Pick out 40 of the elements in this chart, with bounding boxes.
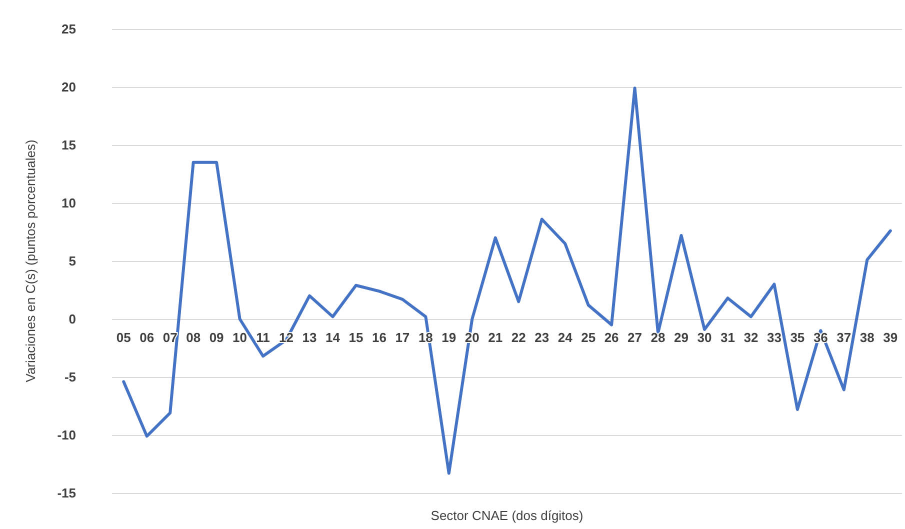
x-tick-label: 10 (232, 330, 248, 345)
x-tick-label: 30 (697, 330, 712, 345)
x-tick-label: 37 (836, 330, 852, 345)
x-tick-label: 11 (256, 330, 270, 345)
x-tick-label: 28 (650, 330, 666, 345)
y-tick-label: -5 (64, 370, 76, 384)
y-axis-title: Variaciones en C(s) (puntos porcentuales) (23, 140, 38, 382)
y-tick-label: 5 (68, 254, 76, 268)
x-tick-label: 35 (790, 330, 805, 345)
y-tick-label: 0 (68, 312, 76, 326)
x-tick-label: 33 (766, 330, 782, 345)
x-tick-label: 15 (348, 330, 364, 345)
x-tick-label: 21 (488, 330, 503, 345)
x-tick-label: 05 (116, 330, 131, 345)
x-tick-label: 23 (534, 330, 550, 345)
y-tick-label: -15 (57, 486, 76, 500)
x-axis-title: Sector CNAE (dos dígitos) (430, 508, 584, 523)
x-tick-label: 13 (302, 330, 317, 345)
x-tick-label: 14 (326, 330, 341, 345)
x-tick-label: 26 (604, 330, 619, 345)
x-tick-label: 06 (140, 330, 154, 345)
x-tick-label: 16 (372, 330, 386, 345)
x-tick-label: 24 (558, 330, 574, 345)
x-tick-label: 25 (581, 330, 596, 345)
x-tick-label: 31 (720, 330, 735, 345)
x-tick-label: 39 (883, 330, 898, 345)
y-tick-label: 15 (62, 138, 76, 152)
x-tick-label: 08 (186, 330, 201, 345)
x-tick-label: 17 (395, 330, 410, 345)
x-tick-label: 29 (674, 330, 688, 345)
y-tick-label: 10 (62, 196, 76, 210)
x-tick-label: 27 (628, 330, 642, 345)
x-tick-label: 19 (442, 330, 456, 345)
x-tick-label: 09 (209, 330, 224, 345)
y-tick-label: 25 (62, 22, 76, 36)
y-tick-label: 20 (62, 80, 76, 94)
x-tick-label: 32 (744, 330, 758, 345)
x-tick-label: 38 (860, 330, 874, 345)
x-tick-label: 22 (511, 330, 526, 345)
y-tick-label: -10 (57, 428, 76, 442)
